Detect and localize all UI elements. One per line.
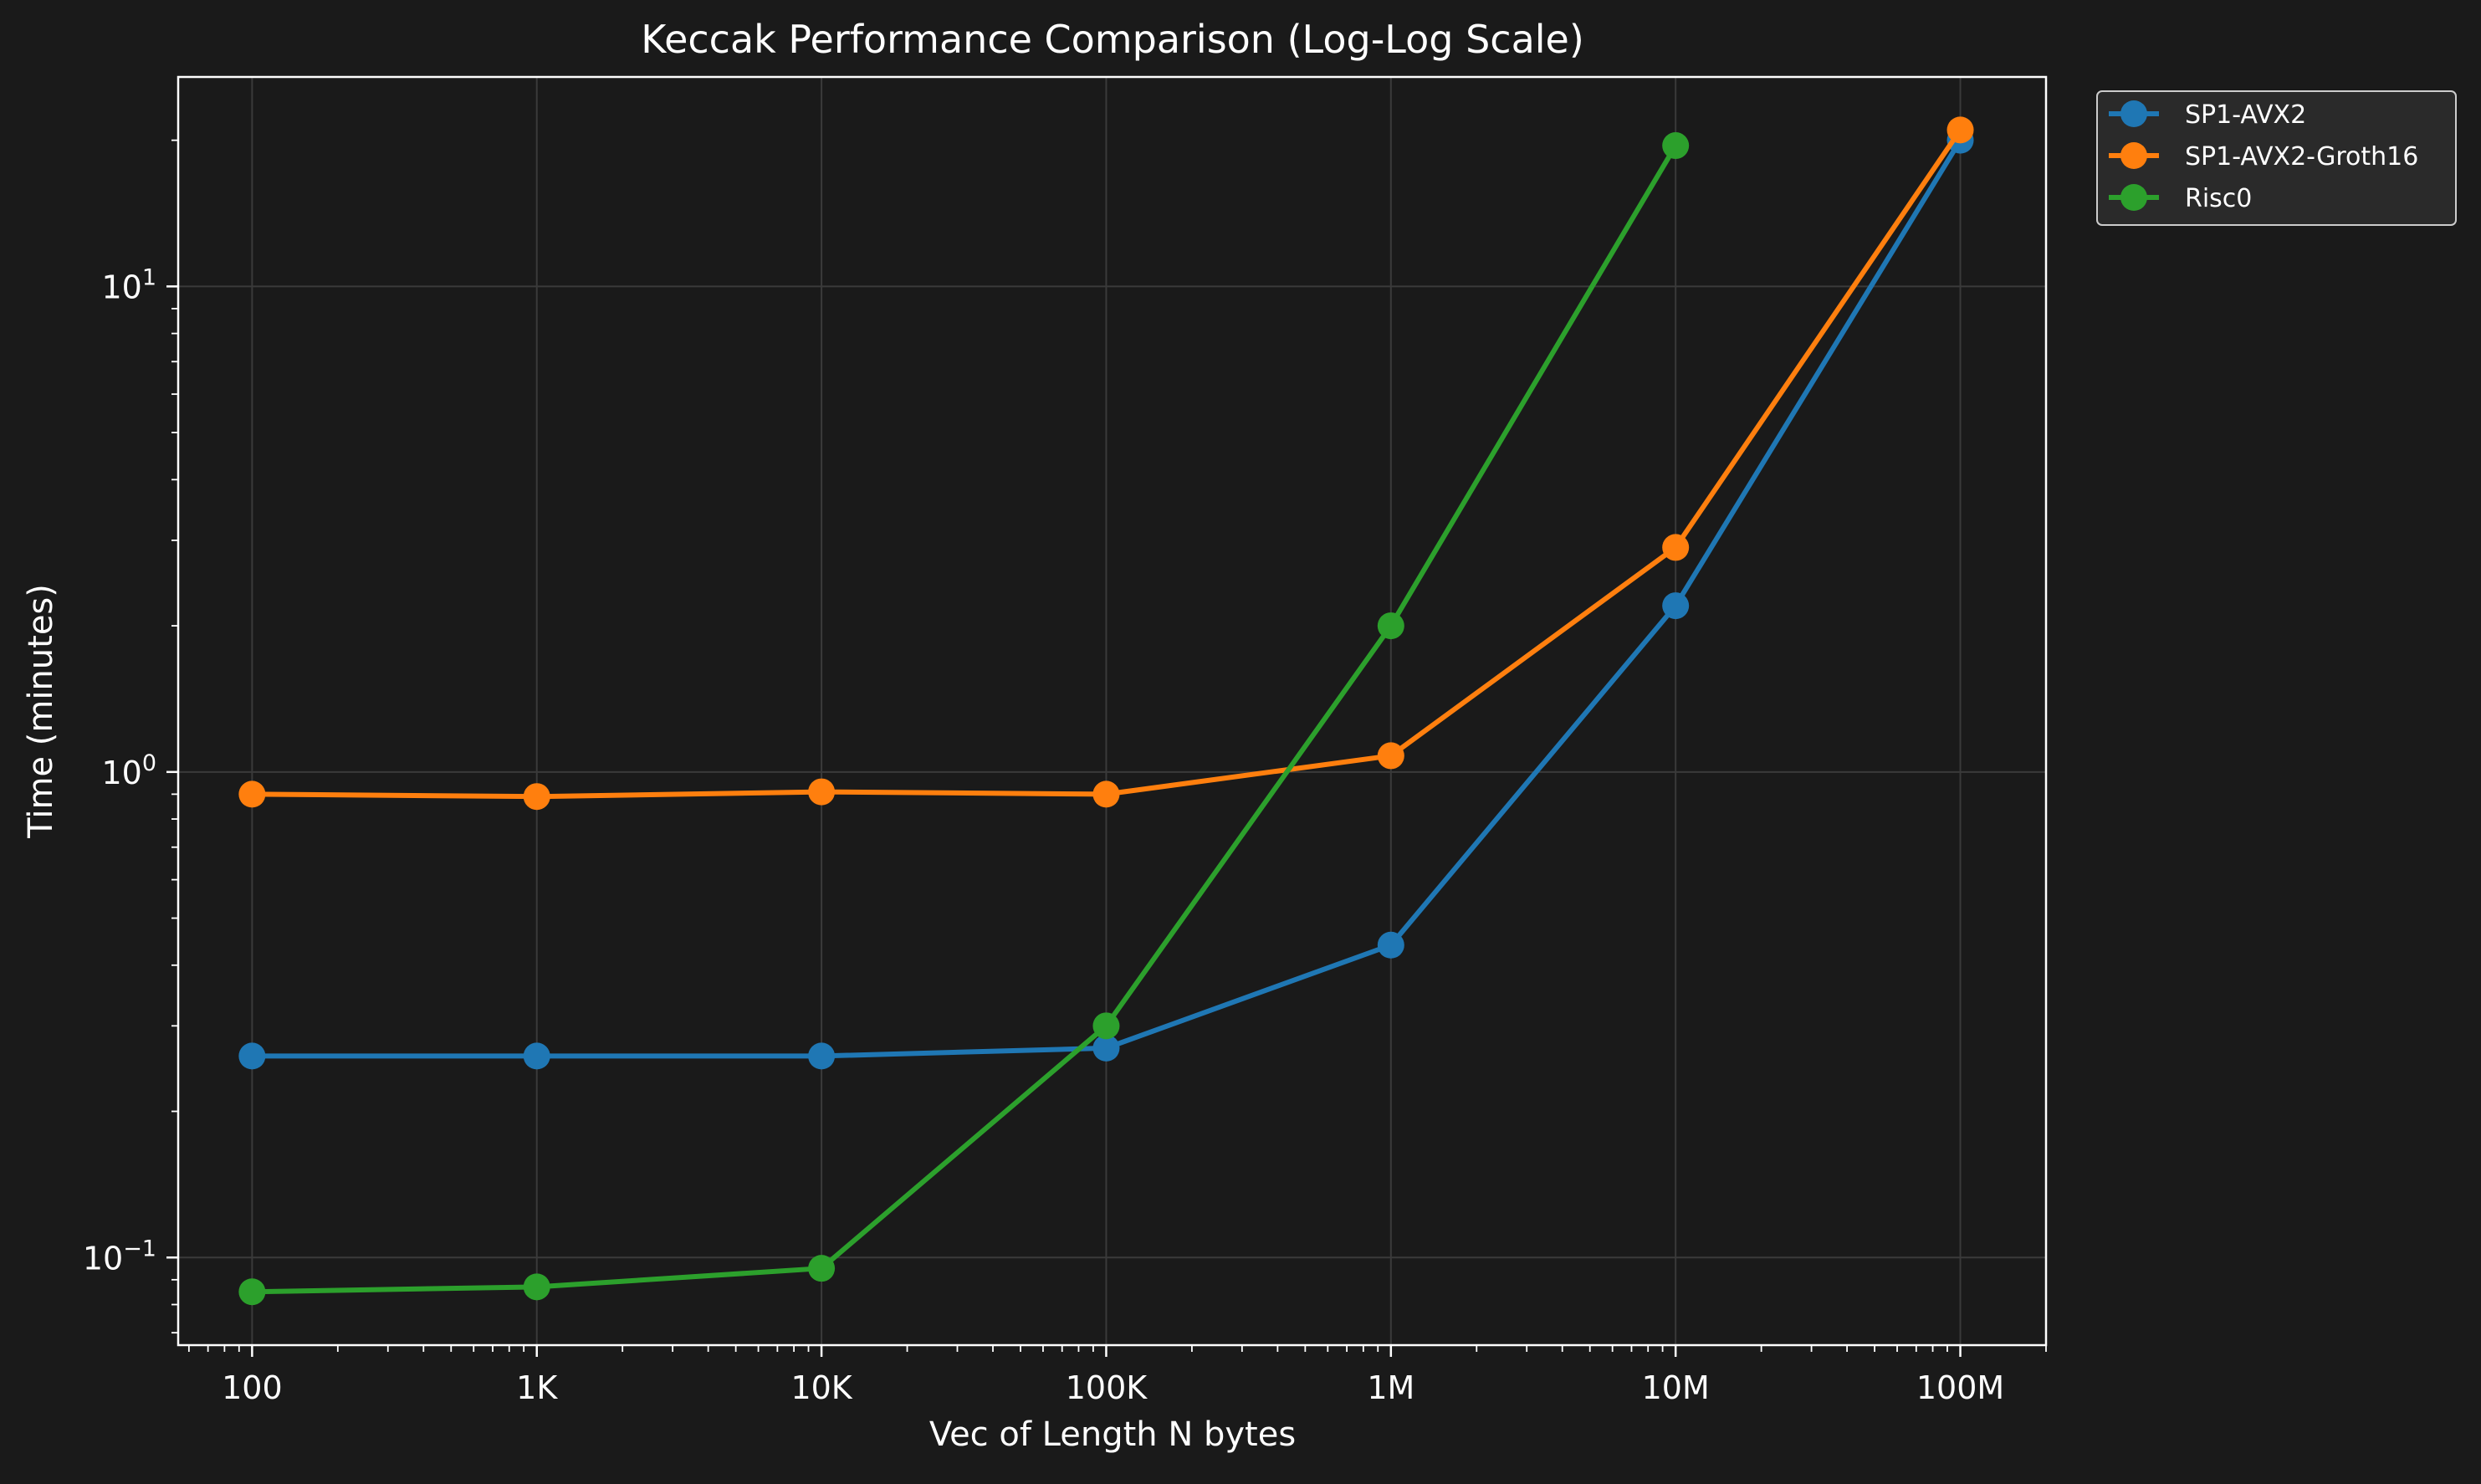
grid <box>178 77 2046 1345</box>
legend-label: SP1-AVX2 <box>2185 100 2306 130</box>
x-tick-label: 10K <box>790 1369 852 1406</box>
y-tick-label: 101 <box>101 264 156 305</box>
legend-swatch-marker <box>2120 142 2147 169</box>
y-tick-label: 10−1 <box>83 1236 156 1277</box>
y-tick-base: 10 <box>83 1240 123 1277</box>
y-tick-exponent: 0 <box>142 750 156 776</box>
legend-box <box>2096 90 2457 226</box>
data-point-sp1-avx2 <box>523 1042 550 1070</box>
y-tick-exponent: −1 <box>123 1236 156 1261</box>
series-line-risc0 <box>249 143 1679 1295</box>
plot-frame <box>176 75 2048 1347</box>
legend-swatch-marker <box>2120 184 2147 211</box>
legend-label: SP1-AVX2-Groth16 <box>2185 142 2418 171</box>
data-point-sp1-avx2 <box>238 1042 266 1070</box>
data-point-sp1-avx2-groth16 <box>1092 780 1120 808</box>
data-point-sp1-avx2 <box>808 1042 836 1070</box>
data-point-sp1-avx2-groth16 <box>523 783 550 811</box>
x-tick-label: 1K <box>516 1369 558 1406</box>
data-point-risc0 <box>1092 1012 1120 1040</box>
x-tick-label: 100M <box>1916 1369 2004 1406</box>
legend-item-risc0: Risc0 <box>2109 184 2252 213</box>
data-point-risc0 <box>523 1273 550 1301</box>
x-axis-label: Vec of Length N bytes <box>929 1415 1296 1454</box>
data-point-sp1-avx2-groth16 <box>1662 534 1690 561</box>
legend: SP1-AVX2 SP1-AVX2-Groth16 Risc0 <box>2096 90 2457 226</box>
x-tick-label: 100 <box>222 1369 283 1406</box>
data-point-risc0 <box>238 1278 266 1306</box>
chart-title: Keccak Performance Comparison (Log-Log S… <box>641 17 1584 62</box>
data-point-sp1-avx2-groth16 <box>808 778 836 806</box>
x-tick-label: 100K <box>1066 1369 1148 1406</box>
series-lines <box>238 116 1974 1306</box>
legend-swatch-marker <box>2120 100 2147 127</box>
legend-item-sp1-avx2-groth16: SP1-AVX2-Groth16 <box>2109 142 2418 171</box>
data-point-sp1-avx2 <box>1377 931 1404 959</box>
data-point-risc0 <box>1662 132 1690 160</box>
y-tick-base: 10 <box>101 755 141 791</box>
data-point-sp1-avx2-groth16 <box>1377 742 1404 770</box>
series-sp1-avx2-groth16 <box>238 116 1974 811</box>
data-point-sp1-avx2 <box>1092 1034 1120 1062</box>
x-tick-label: 10M <box>1642 1369 1710 1406</box>
x-tick-label: 1M <box>1367 1369 1414 1406</box>
y-axis-label: Time (minutes) <box>22 584 60 839</box>
y-tick-label: 100 <box>101 750 156 791</box>
data-point-risc0 <box>1377 612 1404 640</box>
data-point-sp1-avx2 <box>1662 592 1690 620</box>
data-point-sp1-avx2-groth16 <box>1946 116 1974 144</box>
y-tick-exponent: 1 <box>142 264 156 290</box>
legend-item-sp1-avx2: SP1-AVX2 <box>2109 100 2306 130</box>
legend-label: Risc0 <box>2185 184 2252 213</box>
data-point-risc0 <box>808 1255 836 1282</box>
data-point-sp1-avx2-groth16 <box>238 780 266 808</box>
series-risc0 <box>238 132 1690 1306</box>
y-tick-base: 10 <box>101 269 141 305</box>
